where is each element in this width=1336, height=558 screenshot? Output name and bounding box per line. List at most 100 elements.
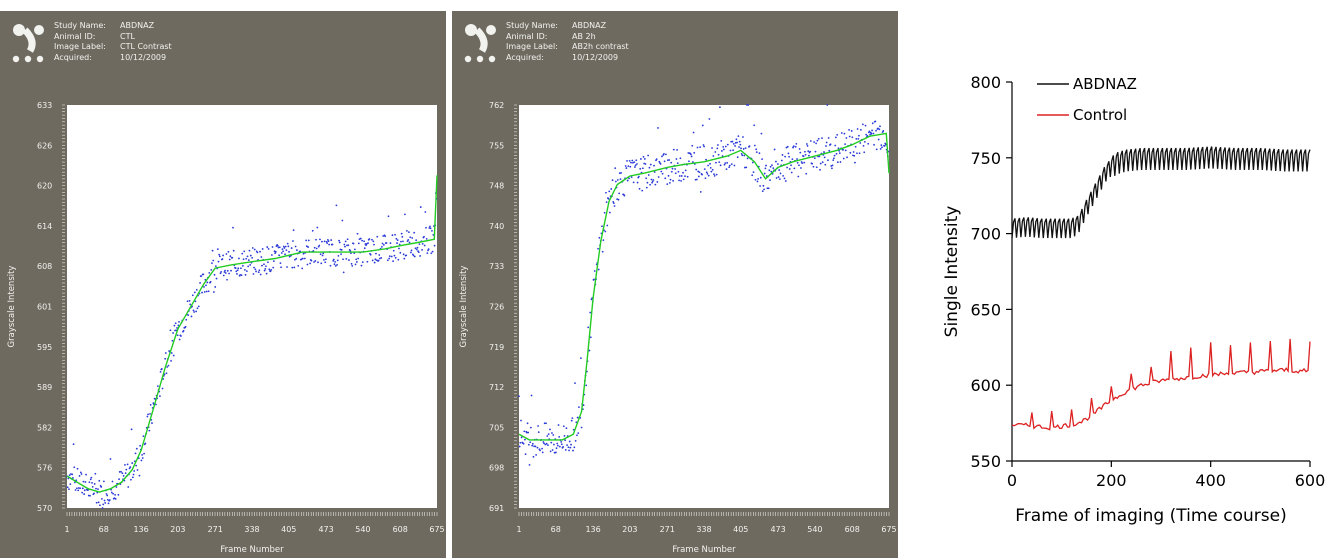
app-logo-icon <box>12 24 44 63</box>
data-point <box>607 197 610 200</box>
data-point <box>815 142 817 145</box>
x-tick-label: 1 <box>64 525 69 534</box>
data-point <box>286 266 288 268</box>
data-point <box>417 251 420 254</box>
data-point <box>546 435 549 437</box>
x-tick-label: 271 <box>660 525 675 534</box>
data-point <box>854 145 857 148</box>
data-point <box>711 168 714 171</box>
data-point <box>110 491 113 494</box>
data-point <box>235 270 238 273</box>
data-point <box>396 242 398 244</box>
data-point <box>551 432 553 434</box>
data-point <box>415 239 418 242</box>
data-point <box>185 318 188 321</box>
data-point <box>863 140 866 143</box>
data-point <box>857 137 860 140</box>
data-point <box>609 211 611 214</box>
data-point <box>872 132 875 135</box>
data-point <box>618 192 621 195</box>
data-point <box>258 269 261 272</box>
data-point <box>858 152 861 155</box>
data-point <box>357 257 360 260</box>
data-point <box>264 268 267 270</box>
data-point <box>399 251 402 254</box>
data-point <box>867 142 870 145</box>
data-point <box>693 151 696 154</box>
data-point <box>695 178 698 181</box>
data-point <box>406 229 408 232</box>
data-point <box>782 175 785 177</box>
data-point <box>778 178 781 180</box>
data-point <box>661 155 663 158</box>
data-point <box>821 161 824 164</box>
data-point <box>336 259 339 262</box>
data-point <box>252 273 255 275</box>
data-point <box>738 146 740 148</box>
data-point <box>759 176 762 179</box>
data-point <box>730 163 733 166</box>
data-point <box>531 444 534 447</box>
animal-id-value: CTL <box>120 31 135 41</box>
data-point <box>690 155 693 158</box>
app-logo-icon <box>464 24 496 63</box>
image-label-label: Image Label: <box>54 42 106 51</box>
data-point <box>311 229 314 232</box>
y-tick-label: 755 <box>489 141 504 150</box>
data-point <box>529 441 532 444</box>
data-point <box>879 148 882 150</box>
data-point <box>387 215 390 218</box>
data-point <box>873 143 875 146</box>
data-point <box>392 249 395 252</box>
y-tick-label: 750 <box>970 149 1001 168</box>
data-point <box>833 154 836 157</box>
data-point <box>240 267 242 270</box>
data-point <box>799 151 802 154</box>
data-point <box>670 170 673 173</box>
data-point <box>724 162 727 165</box>
data-point <box>597 247 599 250</box>
data-point <box>880 144 883 147</box>
data-point <box>72 477 74 479</box>
data-point <box>716 147 719 150</box>
data-point <box>206 281 209 284</box>
data-point <box>769 179 771 181</box>
data-point <box>112 492 115 495</box>
data-point <box>573 446 576 449</box>
data-point <box>412 254 415 257</box>
data-point <box>100 486 103 488</box>
y-tick-label: 589 <box>37 383 52 392</box>
data-point <box>397 258 400 261</box>
data-point <box>378 254 381 256</box>
data-point <box>122 475 125 477</box>
data-point <box>253 248 256 251</box>
data-point <box>608 190 611 193</box>
data-point <box>741 154 744 157</box>
data-point <box>717 153 720 156</box>
data-point <box>653 164 655 167</box>
data-point <box>346 238 349 241</box>
data-point <box>211 262 213 264</box>
data-point <box>616 179 619 181</box>
data-point <box>612 202 615 205</box>
data-point <box>81 491 84 494</box>
x-tick-label: 203 <box>622 525 637 534</box>
data-point <box>544 443 547 446</box>
data-point <box>390 255 393 258</box>
y-axis-label: Grayscale Intensity <box>7 266 17 348</box>
data-point <box>862 144 865 147</box>
image-label-label: Image Label: <box>506 42 558 51</box>
data-point <box>798 148 801 150</box>
data-point <box>649 183 651 186</box>
data-point <box>361 261 364 264</box>
data-point <box>290 247 293 249</box>
data-point <box>271 246 274 248</box>
data-point <box>382 243 385 246</box>
data-point <box>759 185 762 187</box>
data-point <box>654 183 657 186</box>
data-point <box>732 149 734 152</box>
data-point <box>569 446 572 449</box>
data-point <box>291 266 294 269</box>
data-point <box>320 262 323 265</box>
data-point <box>117 493 120 496</box>
